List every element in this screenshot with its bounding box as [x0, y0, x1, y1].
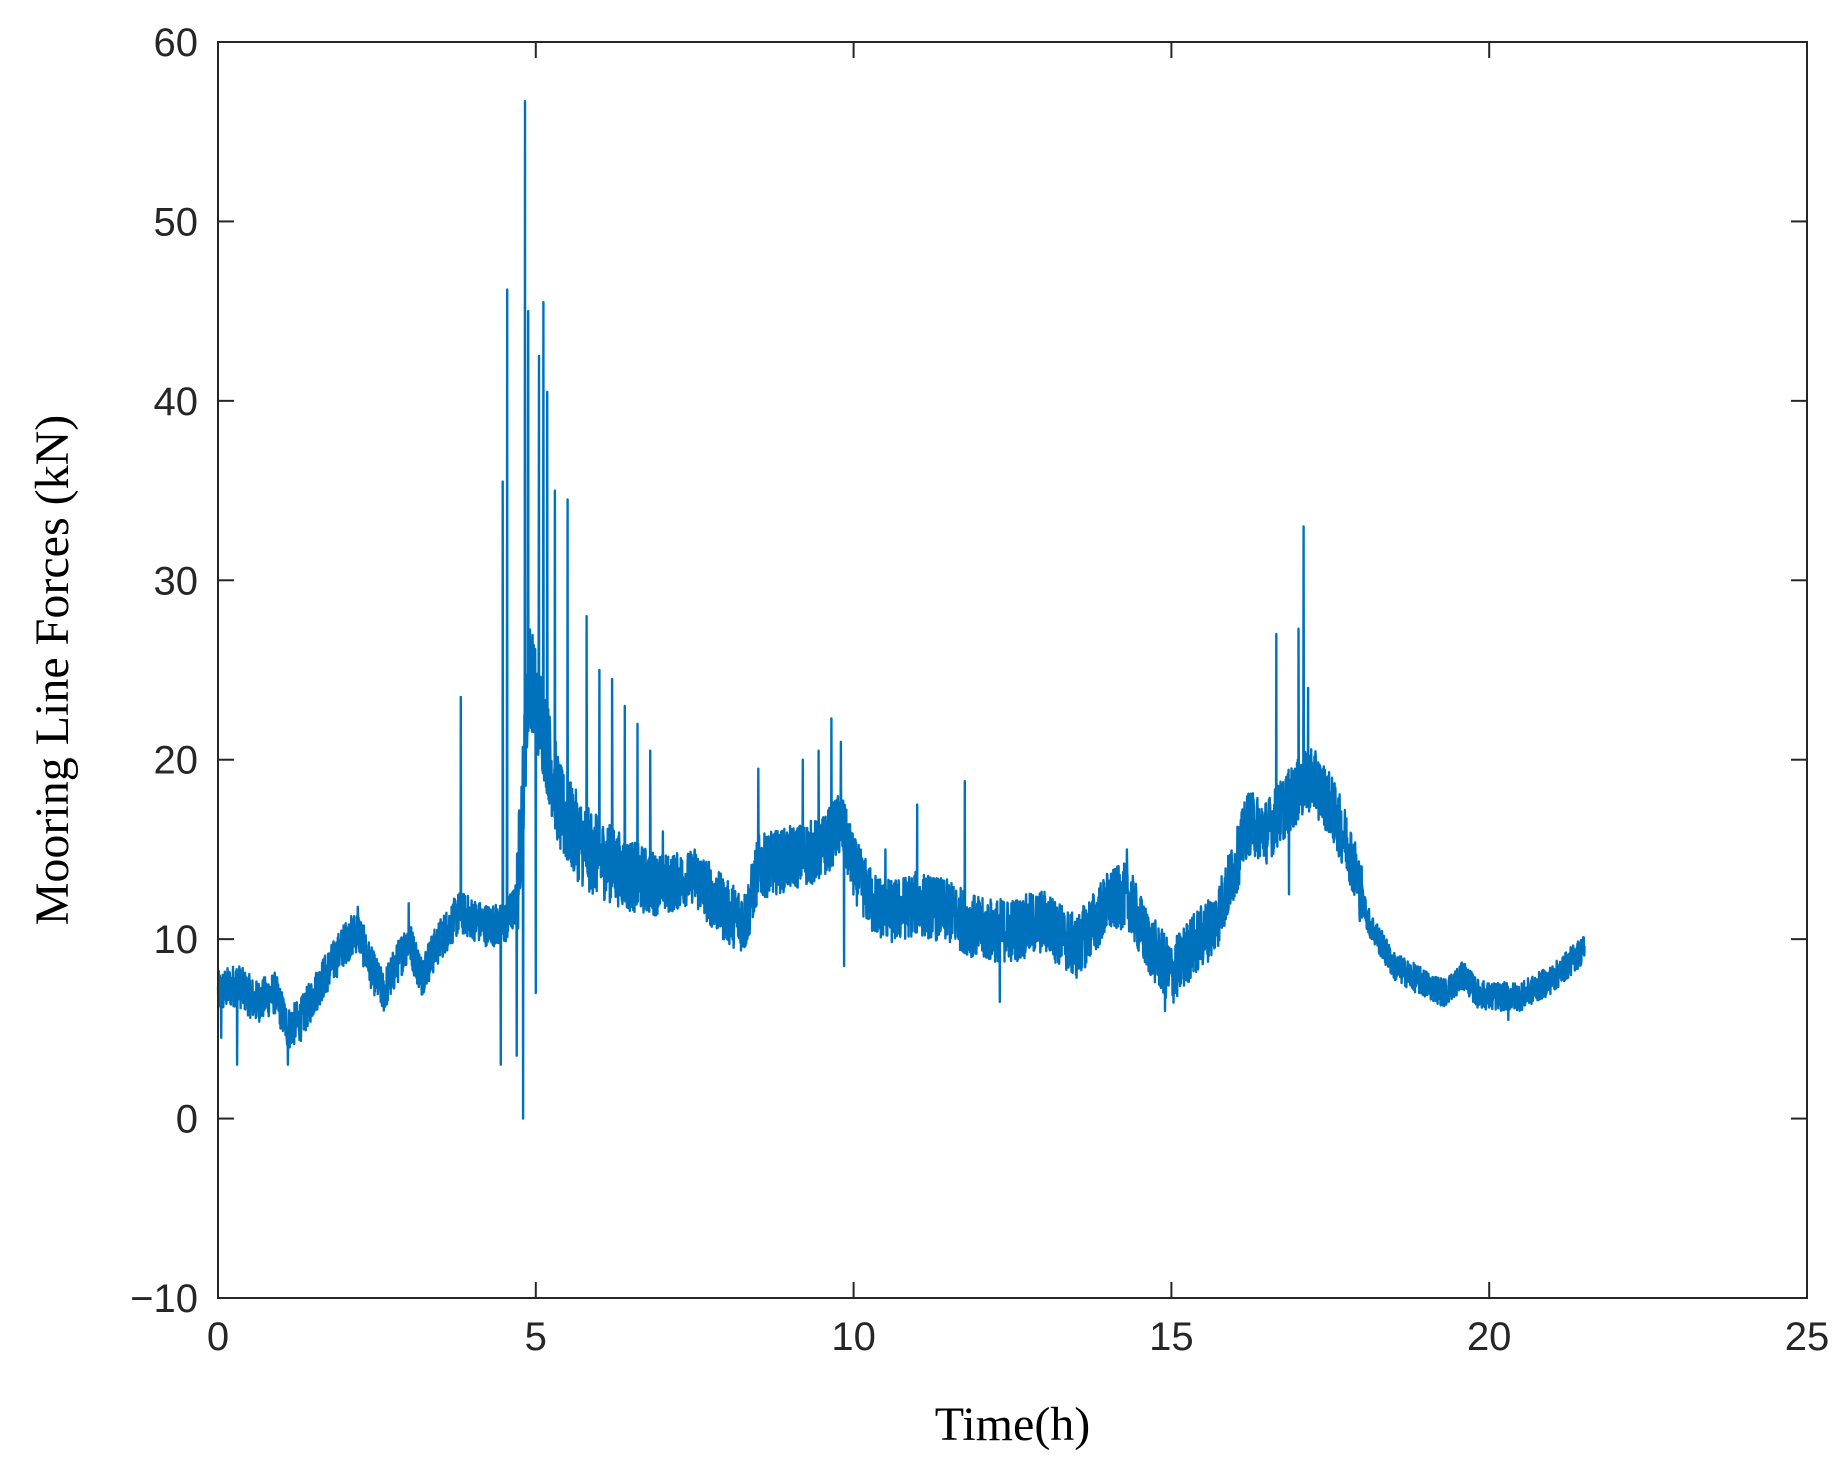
x-tick-label: 20 [1467, 1315, 1512, 1359]
x-tick-label: 5 [525, 1315, 547, 1359]
series-line-mooring-force [216, 100, 1586, 1120]
x-tick-label: 15 [1149, 1315, 1194, 1359]
x-axis: 0 5 10 15 20 25 [207, 42, 1829, 1359]
x-tick-label: 10 [831, 1315, 876, 1359]
y-axis: −10 0 10 20 30 40 50 60 [130, 21, 1807, 1321]
y-tick-label: −10 [130, 1277, 198, 1321]
y-axis-title: Mooring Line Forces (kN) [26, 415, 79, 926]
x-tick-label: 0 [207, 1315, 229, 1359]
y-tick-label: 10 [154, 918, 199, 962]
y-tick-label: 30 [154, 559, 199, 603]
x-tick-label: 25 [1785, 1315, 1830, 1359]
y-tick-label: 50 [154, 200, 199, 244]
x-axis-title: Time(h) [935, 1398, 1091, 1451]
y-tick-label: 20 [154, 739, 199, 783]
series-layer [216, 100, 1586, 1120]
y-tick-label: 0 [176, 1098, 198, 1142]
plot-area-frame [217, 41, 1808, 1299]
y-tick-label: 40 [154, 380, 199, 424]
y-tick-label: 60 [154, 21, 199, 65]
